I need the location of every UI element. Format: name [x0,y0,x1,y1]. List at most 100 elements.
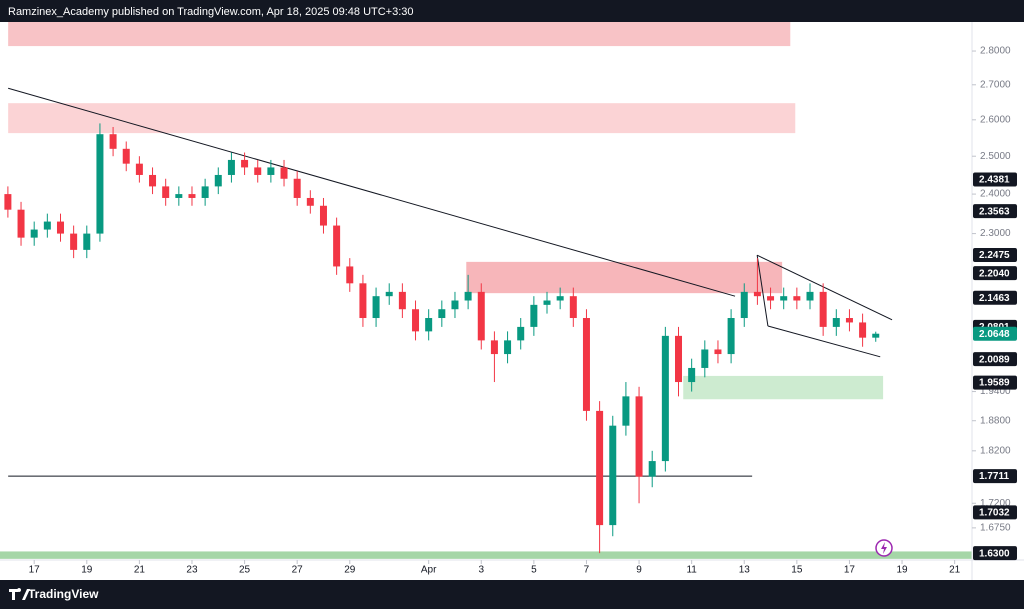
price-label: 1.6300 [979,548,1010,559]
candle-body [438,309,446,319]
price-label-box [973,375,1017,390]
price-label: 1.7711 [979,471,1009,482]
candle-body [832,318,840,327]
price-label-box [973,469,1017,484]
candle-body [175,194,183,198]
x-tick-label: 11 [686,565,697,576]
candle-body [490,340,498,355]
candle-body [714,349,722,355]
price-label-box [973,172,1017,187]
price-label: 2.0089 [979,354,1010,365]
x-tick-label: 25 [239,565,251,576]
y-tick-label: 2.4000 [980,189,1011,200]
x-tick-label: 15 [791,565,803,576]
candle-body [464,291,472,301]
candle-body [569,296,577,319]
candle-body [359,283,367,319]
candle-body [661,335,669,462]
candle-body [306,197,314,206]
trend-line [8,87,736,297]
candle-body [872,333,880,338]
x-tick-label: 13 [739,565,751,576]
trend-line [756,254,893,321]
candle-body [201,186,209,198]
zone [8,22,791,47]
candle-body [845,318,853,323]
y-tick-label: 2.6000 [980,114,1011,125]
price-label-box [973,204,1017,219]
candle-body [122,148,130,164]
candle-body [162,186,170,198]
candle-body [43,221,51,230]
candle-body [83,233,91,250]
header-title: Ramzinex_Academy published on TradingVie… [8,6,414,18]
candle-body [254,167,262,175]
price-label-box [973,546,1017,561]
y-tick-label: 1.6750 [980,523,1011,534]
candle-body [17,209,25,238]
x-tick-label: 19 [81,565,93,576]
plot: XRP / TetherUS · 4h · BINANCEO2.0560H2.0… [0,22,972,559]
candle-body [596,410,604,526]
candle-body [96,134,104,234]
price-label-box [973,505,1017,520]
candle-body [346,266,354,284]
x-tick-label: 19 [896,565,908,576]
y-tick-label: 2.3000 [980,228,1011,239]
candle-body [675,335,683,383]
candle-body [635,396,643,477]
candle-body [727,318,735,355]
candle-body [753,291,761,297]
candle-body [701,349,709,368]
zone [683,375,884,400]
candle-body [109,134,117,149]
candle-body [385,291,393,297]
candle-body [780,296,788,301]
candle-body [214,174,222,187]
axes: 2.8000 2.7000 2.6000 2.5000 2.4000 2.3000 1.94… [29,46,1017,576]
candle-body [622,396,630,426]
price-label: 2.2040 [979,268,1010,279]
candle-body [319,205,327,226]
candle-body [30,229,38,238]
price-label-box [973,290,1017,305]
alert-icon-bolt [881,542,887,554]
price-label-box [973,266,1017,281]
candle-body [859,322,867,338]
y-tick-label: 1.8800 [980,415,1011,426]
candle-body [135,163,143,175]
candle-body [740,291,748,319]
zone [466,261,783,294]
candle-body [227,159,235,175]
candle-body [280,167,288,179]
x-tick-label: 23 [186,565,198,576]
candle-body [451,300,459,310]
y-tick-label: 1.9400 [980,386,1011,397]
x-tick-label: 29 [344,565,356,576]
candle-body [293,178,301,198]
x-tick-label: 17 [29,565,41,576]
candle-body [556,296,564,301]
price-label: 2.4381 [979,175,1010,186]
zone [0,551,972,559]
price-label-box [973,248,1017,263]
price-label: 2.3563 [979,206,1010,217]
candle-body [648,461,656,477]
candle-body [688,367,696,383]
brand-name: TradingView [28,587,99,601]
candle-body [372,296,380,319]
header-bar [0,0,1024,22]
candle-body [188,194,196,198]
y-tick-label: 2.5000 [980,151,1011,162]
candle-body [56,221,64,234]
candle-body [543,300,551,305]
candle-body [793,296,801,301]
price-label-box [973,352,1017,367]
x-tick-label: Apr [421,565,437,576]
x-tick-label: 17 [844,565,856,576]
candle-body [504,340,512,355]
candle-body [398,291,406,310]
footer-bar [0,580,1024,609]
price-label: 1.7032 [979,508,1010,519]
